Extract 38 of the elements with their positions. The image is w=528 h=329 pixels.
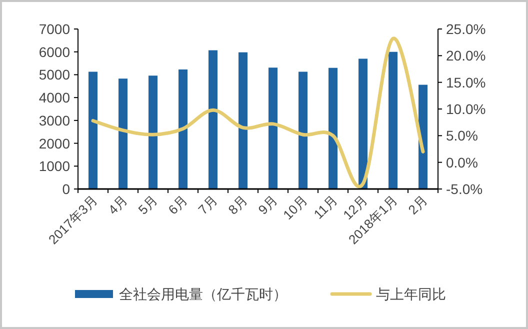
y-tick-label: 2000 [38,135,70,152]
bar [268,68,278,189]
y2-tick-label: 25.0% [446,21,486,37]
bar [388,52,398,189]
y-tick-label: 0 [62,181,70,197]
bar [88,72,98,189]
bar [328,68,338,189]
x-tick-label: 8月 [225,192,250,218]
bar [118,78,128,189]
y-tick-label: 6000 [38,44,70,60]
y-tick-label: 7000 [38,21,70,37]
x-tick-label: 10月 [280,192,310,223]
x-tick-label: 7月 [195,192,220,218]
y2-tick-label: 15.0% [446,74,486,90]
bar [238,52,248,189]
bar [358,58,368,189]
bar [418,84,428,189]
y-tick-label: 4000 [38,90,70,106]
y-tick-label: 3000 [38,112,70,128]
x-tick-label: 2月 [405,192,430,218]
legend-label: 全社会用电量（亿千瓦时） [119,286,287,302]
bar [178,69,188,189]
x-tick-label: 9月 [255,192,280,218]
x-tick-label: 11月 [310,192,340,222]
y-tick-label: 1000 [38,158,70,174]
x-tick-label: 6月 [165,192,190,218]
y2-tick-label: 0.0% [446,154,478,170]
bar [298,72,308,189]
y2-tick-label: -5.0% [446,181,483,197]
x-tick-label: 5月 [135,192,160,218]
legend-label: 与上年同比 [376,286,446,302]
bar [208,50,218,189]
x-tick-label: 4月 [105,192,130,218]
bar [148,76,158,189]
y2-tick-label: 20.0% [446,48,486,64]
y-tick-label: 5000 [38,66,70,83]
y2-tick-label: 10.0% [446,101,486,117]
y2-tick-label: 5.0% [446,128,478,144]
